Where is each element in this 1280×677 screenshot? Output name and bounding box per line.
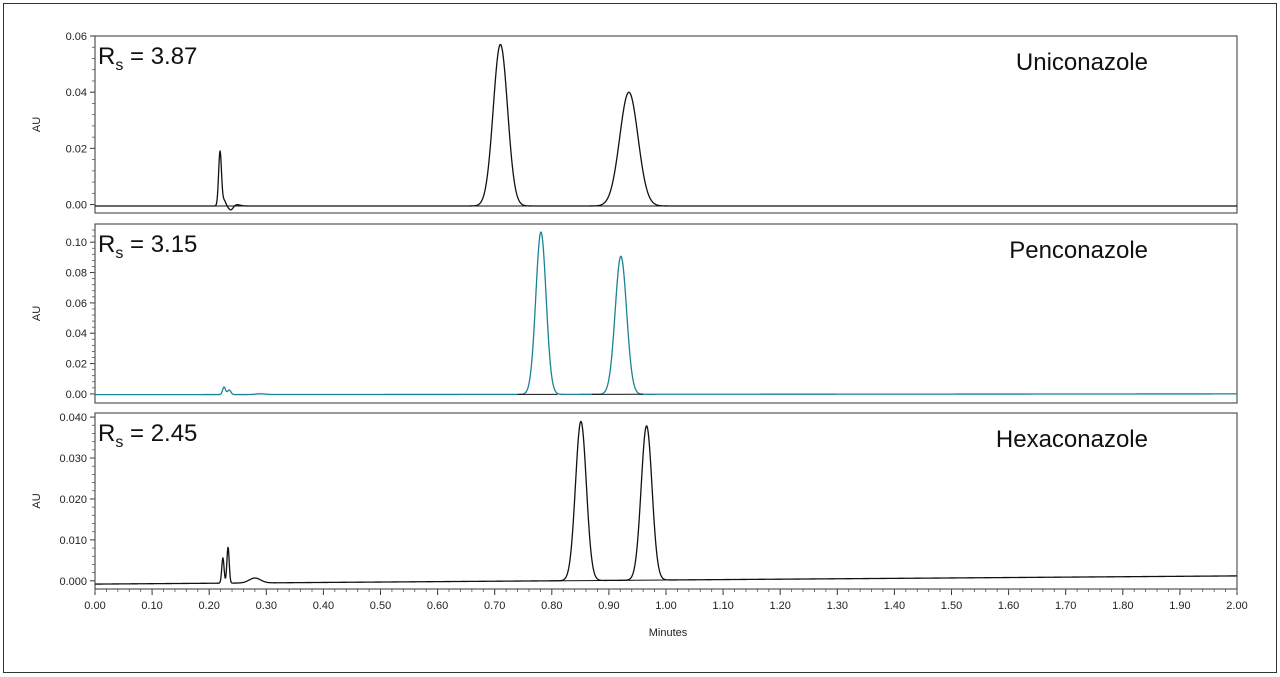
x-tick-label: 0.30: [256, 600, 277, 612]
y-tick-label: 0.010: [59, 535, 87, 547]
x-tick-label: 0.60: [427, 600, 448, 612]
signal-trace: [94, 420, 1238, 585]
y-tick-label: 0.040: [59, 412, 87, 424]
x-axis: 0.00 0.10 0.20 0.30 0.40 0.50 0.60 0.70 0.80 0.90…: [84, 589, 1248, 612]
compound-label: Uniconazole: [1016, 49, 1148, 76]
y-tick-label: 0.08: [66, 268, 87, 280]
x-tick-label: 0.70: [484, 600, 505, 612]
compound-label: Hexaconazole: [996, 426, 1148, 453]
integration-baseline: [551, 579, 667, 582]
y-axis-title: AU: [31, 493, 43, 508]
y-tick-label: 0.030: [59, 453, 87, 465]
y-tick-label: 0.06: [66, 31, 87, 43]
y-tick-label: 0.020: [59, 494, 87, 506]
x-tick-label: 0.80: [541, 600, 562, 612]
panel-hexaconazole: 0.000 0.010 0.020 0.030 0.040 AU Hexaconazole R…: [31, 412, 1238, 590]
x-tick-label: 2.00: [1226, 600, 1247, 612]
x-tick-label: 1.50: [941, 600, 962, 612]
figure-border: [3, 3, 1277, 673]
compound-label: Penconazole: [1009, 237, 1148, 264]
x-tick-label: 1.80: [1112, 600, 1133, 612]
x-tick-label: 0.90: [598, 600, 619, 612]
resolution-label: Rs = 3.87: [98, 43, 197, 74]
y-axis-title: AU: [31, 306, 43, 321]
y-tick-label: 0.000: [59, 576, 87, 588]
x-tick-label: 1.10: [712, 600, 733, 612]
y-tick-label: 0.00: [66, 389, 87, 401]
x-tick-label: 0.50: [370, 600, 391, 612]
x-tick-label: 0.10: [141, 600, 162, 612]
y-axis-title: AU: [31, 117, 43, 132]
x-tick-label: 0.00: [84, 600, 105, 612]
resolution-label: Rs = 2.45: [98, 420, 197, 451]
x-tick-label: 1.20: [769, 600, 790, 612]
y-tick-label: 0.02: [66, 359, 87, 371]
resolution-label: Rs = 3.15: [98, 231, 197, 262]
y-tick-label: 0.00: [66, 200, 87, 212]
signal-trace: [94, 231, 1238, 396]
y-tick-label: 0.04: [66, 87, 87, 99]
plot-frame: [94, 35, 1238, 214]
x-tick-label: 1.70: [1055, 600, 1076, 612]
x-tick-label: 1.40: [884, 600, 905, 612]
x-tick-label: 0.20: [198, 600, 219, 612]
y-tick-label: 0.10: [66, 237, 87, 249]
panel-penconazole: 0.00 0.02 0.04 0.06 0.08 0.10 AU Penconazole Rs …: [31, 223, 1238, 404]
x-axis-title: Minutes: [649, 627, 688, 639]
x-tick-label: 1.90: [1169, 600, 1190, 612]
y-tick-label: 0.04: [66, 328, 87, 340]
x-tick-label: 1.30: [827, 600, 848, 612]
plot-frame: [94, 223, 1238, 404]
y-tick-label: 0.02: [66, 143, 87, 155]
x-tick-label: 0.40: [313, 600, 334, 612]
panel-uniconazole: 0.00 0.02 0.04 0.06 AU Uniconazole Rs = 3.87: [31, 31, 1238, 214]
y-tick-label: 0.06: [66, 298, 87, 310]
x-tick-label: 1.00: [655, 600, 676, 612]
x-tick-label: 1.60: [998, 600, 1019, 612]
